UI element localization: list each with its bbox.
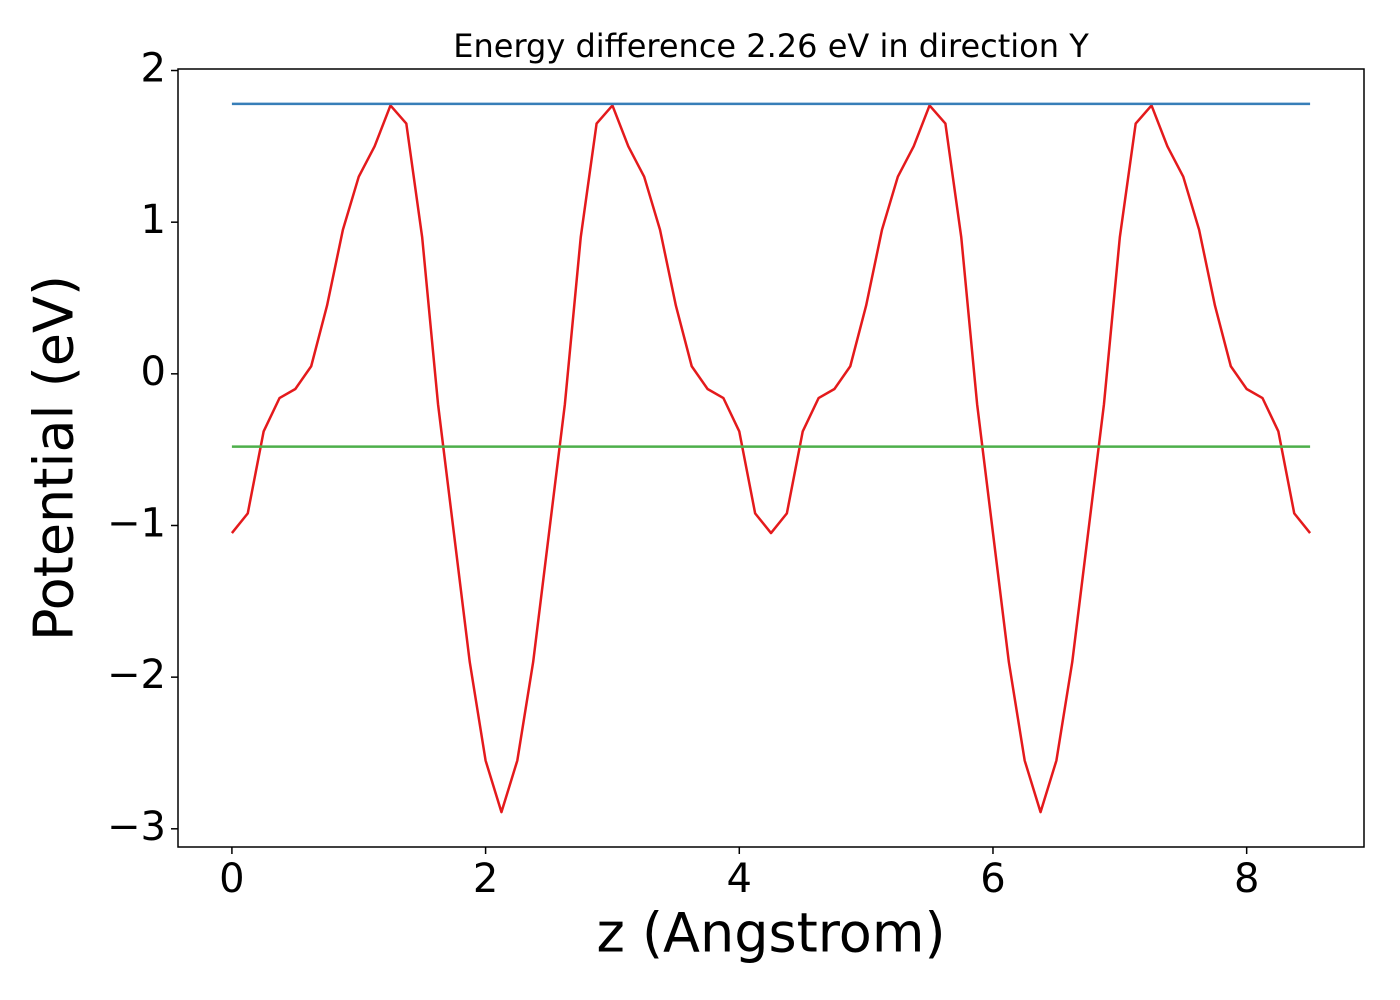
x-tick-label: 2 <box>473 856 498 902</box>
x-axis-label: z (Angstrom) <box>596 902 945 965</box>
chart-title: Energy difference 2.26 eV in direction Y <box>453 27 1089 65</box>
y-axis-label: Potential (eV) <box>23 275 86 641</box>
plot-frame <box>177 68 1365 848</box>
y-tick-label: −1 <box>107 500 166 546</box>
x-tick-label: 6 <box>980 856 1005 902</box>
y-tick-label: −3 <box>107 804 166 850</box>
y-tick-label: 1 <box>141 197 166 243</box>
x-tick-label: 4 <box>727 856 752 902</box>
x-tick-label: 8 <box>1234 856 1259 902</box>
line-series <box>230 104 1312 814</box>
y-tick-label: 0 <box>141 349 166 395</box>
y-tick-label: 2 <box>141 46 166 92</box>
x-tick-label: 0 <box>219 856 244 902</box>
y-tick-label: −2 <box>107 652 166 698</box>
